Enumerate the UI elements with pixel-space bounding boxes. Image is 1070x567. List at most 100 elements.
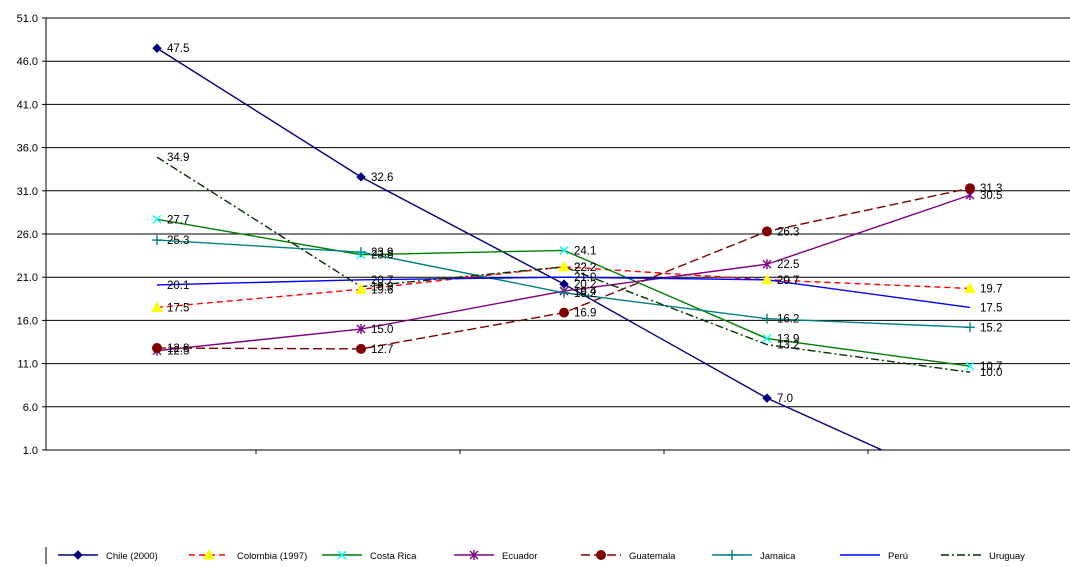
data-label-costa-rica: 10.7 [980,361,1002,373]
point-chile-2000 [762,393,772,403]
data-label-guatemala: 12.7 [371,344,393,356]
point-costa-rica [762,334,772,344]
point-ecuador [762,259,772,270]
legend-item-colombia-1997: Colombia (1997) [189,548,307,562]
data-label-ecuador: 15.0 [371,324,393,336]
point-guatemala [559,307,569,318]
legend-label: Colombia (1997) [237,551,307,562]
y-tick-label: 1.0 [23,445,38,457]
legend-label: Guatemala [629,551,676,562]
legend-marker [337,550,347,560]
data-label-per: 20.7 [777,275,799,287]
series-line-uruguay [156,156,971,373]
data-label-per: 20.1 [167,280,189,292]
data-label-jamaica: 16.2 [777,314,799,326]
y-tick-label: 41.0 [17,99,38,111]
marker-shape [762,393,772,403]
point-chile-2000 [152,43,162,53]
legend-label: Perú [888,551,908,562]
data-label-guatemala: 16.9 [574,308,596,320]
marker-shape [203,548,215,560]
point-jamaica [356,247,366,258]
data-label-ecuador: 22.5 [777,259,799,271]
marker-shape [355,283,367,294]
legend-item-costa-rica: Costa Rica [322,550,417,562]
marker-shape [152,43,162,53]
data-label-per: 20.7 [371,275,393,287]
y-tick-label: 51.0 [17,13,38,25]
legend-marker [203,548,215,560]
y-tick-label: 26.0 [17,229,38,241]
data-label-colombia-1997: 17.5 [167,302,189,314]
marker-shape [559,307,569,318]
point-colombia-1997 [558,260,570,272]
data-label-costa-rica: 24.1 [574,245,596,257]
point-colombia-1997 [964,282,976,293]
data-label-costa-rica: 27.7 [167,214,189,226]
data-label-colombia-1997: 22.2 [574,262,596,274]
point-guatemala [965,183,975,194]
legend-label: Costa Rica [370,551,417,562]
legend-label: Chile (2000) [106,551,158,562]
point-guatemala [356,343,366,354]
legend-label: Jamaica [760,551,796,562]
marker-stroke [762,334,772,344]
y-tick-label: 6.0 [23,402,38,414]
point-colombia-1997 [761,273,773,285]
legend: Chile (2000) Colombia (1997) Costa Rica Ecu… [45,547,1025,564]
data-label-per: 17.5 [980,302,1002,314]
axes: 51.0 46.0 41.0 36.0 31.0 26.0 21.0 16.0 11.0 6.0 1… [17,13,869,457]
data-label-ecuador: 19.4 [574,286,597,298]
data-label-chile-2000: 7.0 [777,393,793,405]
point-costa-rica [152,214,162,224]
point-guatemala [762,226,772,237]
marker-stroke [559,245,569,255]
marker-stroke [337,550,347,560]
marker-shape [558,260,570,272]
marker-shape [965,183,975,194]
data-label-chile-2000: 20.2 [574,279,596,291]
marker-shape [152,343,162,354]
legend-marker [73,550,83,560]
data-label-per: 21.0 [574,272,596,284]
data-label-guatemala: 26.3 [777,226,799,238]
marker-shape [964,282,976,293]
marker-shape [596,550,606,560]
marker-shape [356,343,366,354]
data-label-costa-rica: 13.9 [777,334,799,346]
legend-item-chile-2000: Chile (2000) [58,550,158,562]
series-markers [151,43,976,403]
series-line-colombia-1997 [156,266,971,309]
legend-item-jamaica: Jamaica [712,550,796,562]
point-ecuador [356,324,366,335]
marker-stroke [965,361,975,371]
legend-item-guatemala: Guatemala [581,550,676,562]
data-label-jamaica: 15.2 [980,322,1002,334]
y-tick-label: 21.0 [17,272,38,284]
point-costa-rica [559,245,569,255]
data-label-uruguay: 10.0 [980,367,1002,379]
marker-shape [151,301,163,312]
marker-shape [762,226,772,237]
data-label-colombia-1997: 19.6 [371,284,393,296]
legend-item-ecuador: Ecuador [454,550,537,562]
point-guatemala [152,343,162,354]
point-jamaica [152,235,162,246]
data-label-colombia-1997: 19.7 [980,283,1002,295]
marker-shape [73,550,83,560]
data-label-guatemala: 12.8 [167,343,189,355]
legend-label: Ecuador [502,551,537,562]
point-jamaica [559,287,569,298]
point-jamaica [965,322,975,333]
marker-stroke [152,214,162,224]
marker-shape [356,172,366,182]
point-chile-2000 [356,172,366,182]
data-label-costa-rica: 23.6 [371,250,393,262]
series-line-ecuador [156,194,971,352]
legend-marker [727,550,737,560]
legend-item-uruguay: Uruguay [941,551,1025,562]
data-label-chile-2000: 47.5 [167,43,189,55]
legend-marker [596,550,606,560]
data-label-ecuador: 30.5 [980,190,1002,202]
